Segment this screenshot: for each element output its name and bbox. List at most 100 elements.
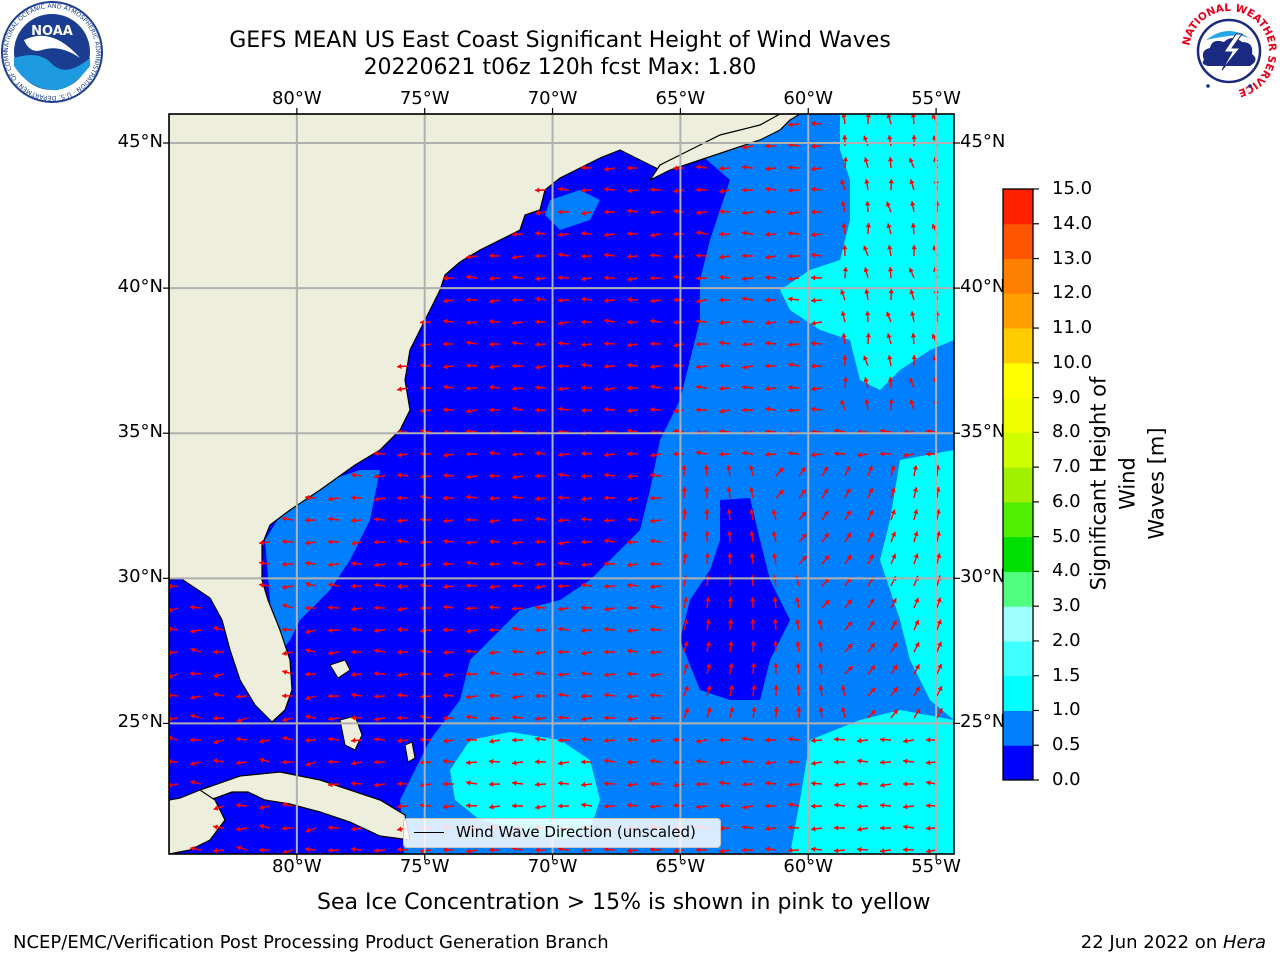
colorbar-bin: [1003, 640, 1033, 677]
wave-arrow-head: [719, 188, 724, 194]
wave-arrow-head: [512, 714, 517, 721]
wave-arrow-head: [765, 209, 770, 215]
wave-arrow-head: [811, 452, 816, 458]
wave-arrow-head: [727, 619, 734, 624]
wave-arrow-head: [650, 583, 655, 590]
wave-arrow-head: [604, 583, 609, 590]
wave-arrow-head: [443, 627, 448, 633]
wave-arrow-head: [190, 604, 195, 611]
wave-arrow-head: [627, 208, 632, 214]
wave-arrow-head: [259, 757, 265, 763]
wave-arrow-head: [908, 157, 914, 163]
wave-arrow-head: [673, 188, 678, 194]
wave-arrow-head: [696, 252, 701, 259]
wave-arrow-head: [466, 297, 471, 303]
wave-arrow-head: [282, 516, 287, 522]
wave-arrow-head: [397, 626, 402, 633]
colorbar-tick-label: 0.5: [1052, 734, 1081, 756]
wave-arrow-head: [512, 694, 517, 700]
wave-arrow-head: [466, 628, 471, 634]
wave-arrow-head: [719, 208, 724, 215]
wave-arrow-head: [748, 487, 755, 492]
wave-arrow-head: [650, 384, 655, 390]
wave-arrow-head: [840, 311, 846, 317]
wave-arrow-head: [259, 560, 264, 566]
lat-tick-label-right: 25°N: [960, 711, 1006, 733]
wave-arrow-head: [489, 561, 494, 567]
wave-arrow-head: [558, 320, 563, 326]
wave-arrow-head: [706, 707, 712, 713]
wave-arrow-head: [466, 451, 471, 457]
wave-arrow-head: [236, 826, 241, 832]
wave-arrow-head: [466, 539, 471, 546]
wave-arrow-head: [726, 531, 733, 536]
wave-arrow-head: [305, 605, 310, 611]
wave-arrow-head: [880, 451, 885, 457]
wave-arrow-head: [742, 253, 747, 259]
wave-arrow-head: [328, 516, 333, 522]
wave-arrow-head: [305, 846, 310, 852]
wave-arrow-head: [604, 758, 609, 764]
wave-arrow-head: [673, 737, 678, 743]
wave-arrow-head: [773, 663, 779, 668]
wave-arrow-head: [397, 561, 402, 567]
wave-arrow-head: [627, 539, 632, 545]
wave-arrow-head: [728, 641, 734, 646]
wave-arrow-head: [742, 164, 747, 171]
wave-arrow-head: [535, 804, 540, 810]
lon-tick-label-bottom: 75°W: [399, 856, 450, 877]
lat-tick-label-left: 30°N: [117, 566, 163, 588]
wave-arrow-head: [627, 605, 632, 611]
wave-arrow-head: [719, 254, 724, 260]
lon-tick-label-bottom: 55°W: [911, 856, 961, 877]
wave-arrow-head: [742, 318, 747, 325]
wave-arrow-head: [535, 407, 540, 413]
wave-arrow-head: [213, 625, 219, 631]
wave-arrow-head: [489, 781, 494, 787]
wave-arrow-head: [512, 494, 517, 501]
wave-arrow-head: [466, 474, 471, 480]
wave-arrow: [169, 585, 179, 588]
wave-arrow-head: [512, 274, 517, 281]
wave-arrow-head: [259, 540, 264, 546]
wave-arrow-head: [604, 780, 609, 787]
wave-arrow-head: [581, 253, 586, 259]
wave-arrow-head: [811, 252, 816, 258]
wave-arrow-head: [765, 737, 770, 743]
wave-arrow-head: [581, 407, 586, 414]
wave-arrow-head: [794, 597, 801, 602]
wave-arrow-head: [351, 626, 356, 632]
wave-arrow-head: [420, 802, 425, 809]
wave-arrow-head: [535, 341, 540, 348]
wave-arrow-head: [673, 782, 678, 788]
wave-arrow-head: [489, 298, 494, 304]
wave-arrow: [169, 760, 179, 763]
wave-arrow-head: [742, 341, 747, 348]
wave-arrow-head: [420, 782, 425, 788]
wave-arrow-head: [719, 408, 724, 414]
wave-arrow-head: [650, 846, 655, 853]
wave-arrow-head: [932, 245, 938, 251]
wave-arrow-head: [604, 406, 609, 413]
wave-arrow-head: [351, 606, 356, 612]
wave-arrow-head: [443, 275, 448, 281]
wave-arrow-head: [696, 758, 701, 765]
wave-arrow-head: [558, 231, 563, 238]
wave-arrow-head: [880, 759, 885, 766]
wave-arrow-head: [466, 319, 471, 326]
wave-arrow-head: [913, 531, 919, 537]
lon-tick-label-top: 70°W: [527, 88, 578, 109]
wave-arrow-head: [788, 407, 793, 414]
sea-ice-note: Sea Ice Concentration > 15% is shown in …: [317, 890, 931, 915]
lat-tick-label-left: 35°N: [117, 421, 163, 443]
wave-arrow-head: [926, 451, 931, 457]
wave-arrow-head: [466, 694, 471, 700]
wave-arrow-head: [328, 716, 333, 722]
wave-arrow-head: [581, 362, 586, 368]
wave-arrow-head: [915, 708, 920, 714]
wave-arrow-head: [581, 230, 586, 237]
wave-arrow-head: [305, 827, 311, 833]
wave-arrow: [169, 651, 179, 654]
land-nova-scotia: [648, 114, 802, 182]
wave-arrow-head: [869, 620, 875, 626]
